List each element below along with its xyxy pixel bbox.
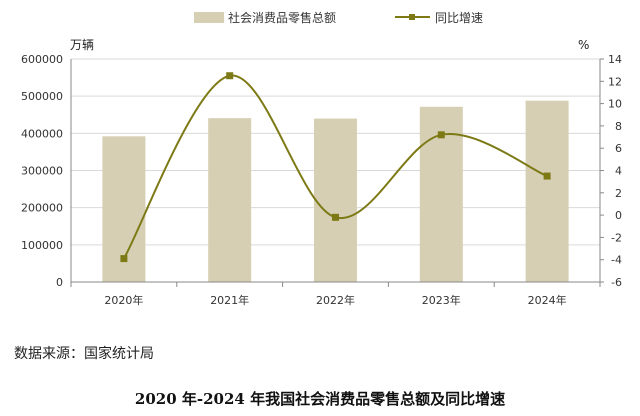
x-axis-ticks: 2020年 2021年 2022年 2023年 2024年 — [104, 293, 566, 307]
legend-bar-swatch — [194, 12, 224, 23]
x-tick-label: 2023年 — [422, 293, 461, 307]
chart-caption: 2020 年-2024 年我国社会消费品零售总额及同比增速 — [134, 390, 506, 408]
right-tick-label: 6 — [615, 142, 622, 155]
bar — [314, 118, 357, 282]
right-tick-label: -2 — [611, 231, 622, 244]
right-axis-unit: % — [578, 38, 589, 52]
bar — [208, 118, 252, 282]
right-tick-label: 4 — [615, 165, 622, 178]
right-tick-label: 8 — [615, 120, 622, 133]
legend-line-marker — [409, 14, 415, 20]
legend-bar-label: 社会消费品零售总额 — [228, 10, 336, 25]
growth-line — [123, 74, 548, 260]
left-tick-label: 100000 — [21, 239, 63, 252]
growth-point — [543, 172, 551, 180]
right-tick-label: 14 — [608, 53, 622, 66]
line-series — [120, 72, 551, 263]
right-tick-label: 0 — [615, 209, 622, 222]
right-tick-label: 10 — [608, 98, 622, 111]
x-tick-label: 2021年 — [210, 293, 249, 307]
bar-series — [102, 100, 569, 283]
growth-point — [332, 213, 339, 221]
right-axis-ticks: -6 -4 -2 0 2 4 6 8 10 12 14 — [600, 53, 622, 289]
right-tick-label: -6 — [611, 276, 622, 289]
bar — [525, 100, 569, 282]
left-axis-ticks: 0 100000 200000 300000 400000 500000 600000 — [21, 53, 63, 289]
growth-point — [120, 255, 128, 263]
legend: 社会消费品零售总额 同比增速 — [194, 10, 483, 25]
right-tick-label: 12 — [608, 75, 622, 88]
legend-line-label: 同比增速 — [435, 11, 483, 25]
growth-point — [437, 131, 445, 139]
source-note: 数据来源：国家统计局 — [14, 346, 154, 362]
left-tick-label: 300000 — [21, 165, 63, 178]
left-tick-label: 200000 — [21, 202, 63, 215]
right-tick-label: 2 — [615, 187, 622, 200]
left-axis-unit: 万辆 — [70, 38, 94, 52]
growth-point — [226, 72, 234, 80]
axes — [70, 59, 601, 287]
left-tick-label: 500000 — [21, 90, 63, 103]
x-tick-label: 2022年 — [316, 293, 355, 307]
x-tick-label: 2020年 — [104, 293, 143, 307]
right-tick-label: -4 — [611, 254, 622, 267]
left-tick-label: 400000 — [21, 127, 63, 140]
left-tick-label: 0 — [56, 276, 63, 289]
left-tick-label: 600000 — [21, 53, 63, 66]
x-tick-label: 2024年 — [528, 293, 567, 307]
